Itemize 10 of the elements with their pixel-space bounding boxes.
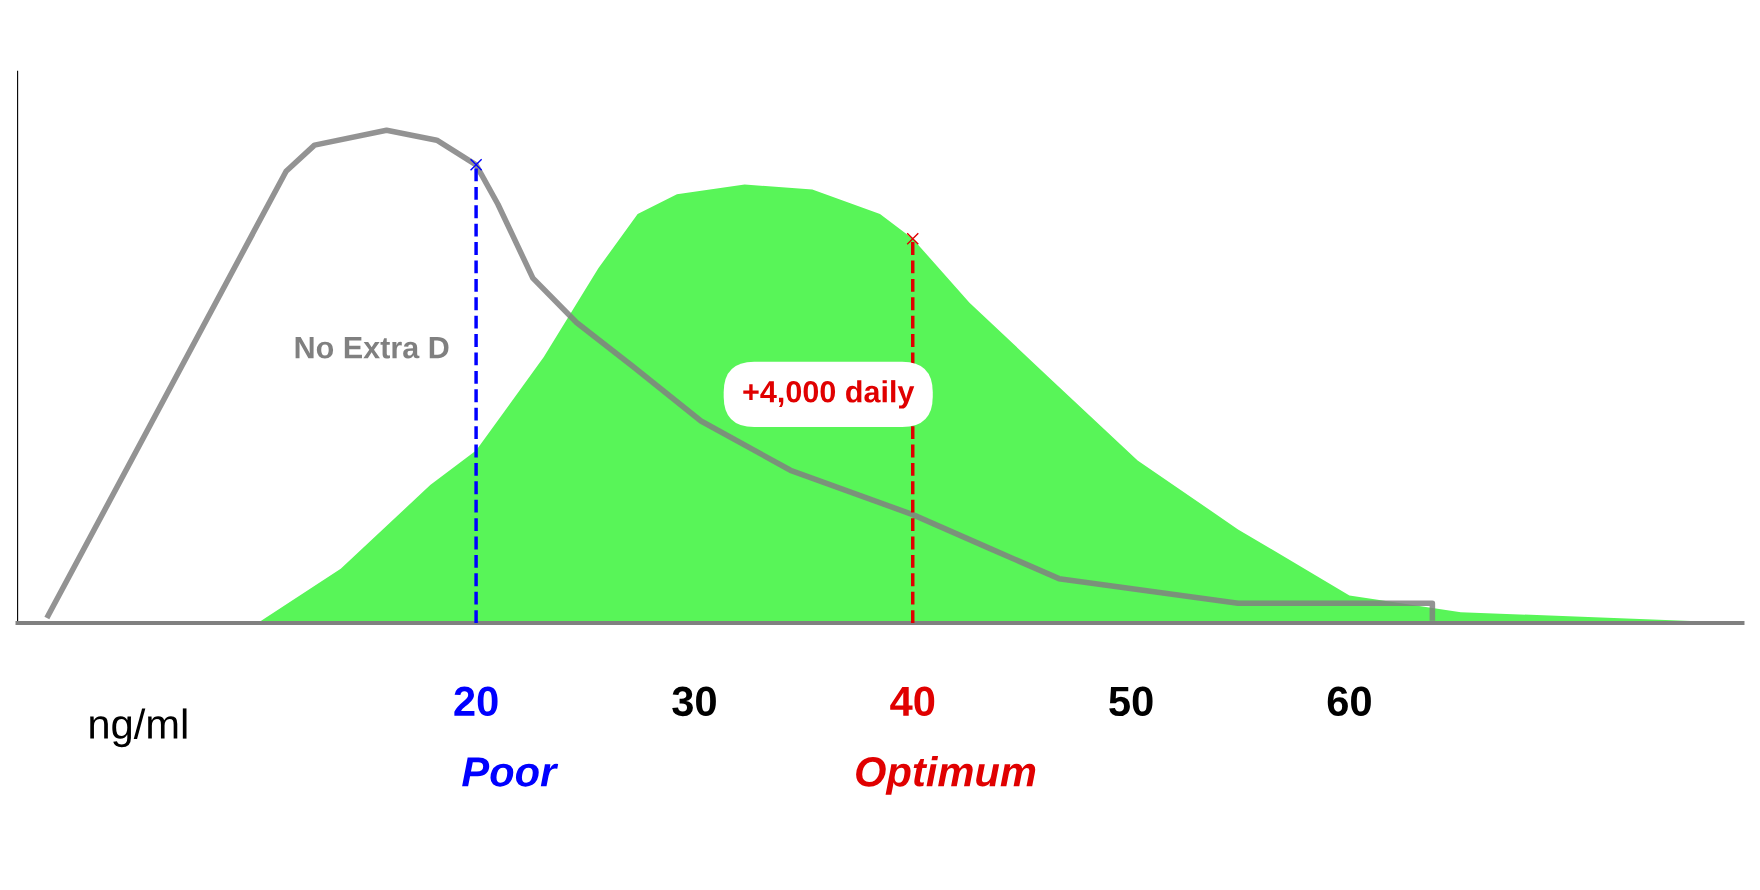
- x-axis-title: ng/ml: [90, 708, 187, 748]
- series-label: +4,000 daily: [743, 380, 915, 409]
- ref-line-label: Optimum: [856, 756, 1036, 795]
- x-tick-label: 40: [890, 686, 935, 717]
- ref-line-label: Poor: [462, 757, 559, 787]
- x-tick-label: 50: [1109, 686, 1153, 717]
- text: No Extra D: [295, 337, 449, 359]
- x-tick-label: 30: [672, 686, 716, 717]
- x-tick-label: 60: [1327, 686, 1371, 717]
- x-tick-label: 20: [454, 686, 498, 717]
